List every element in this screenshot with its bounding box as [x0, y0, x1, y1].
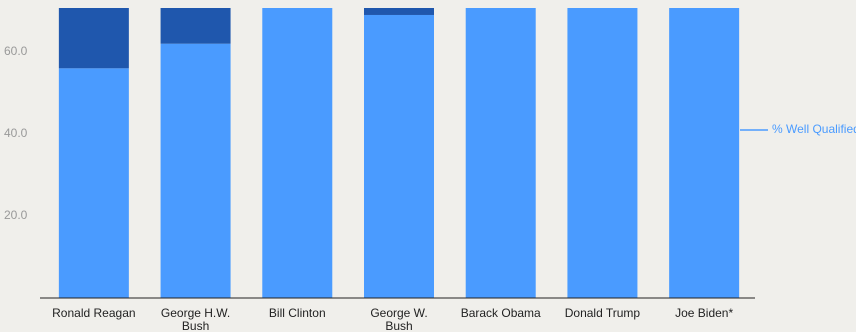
plot-area [58, 8, 740, 298]
bar-segment [262, 8, 333, 298]
bar-segment [58, 68, 129, 298]
x-tick-label: Donald Trump [565, 306, 641, 320]
legend-label: % Well Qualified [772, 122, 856, 136]
y-tick-label: 40.0 [4, 126, 28, 140]
x-tick-label: Ronald Reagan [52, 306, 135, 320]
bar-segment [364, 14, 434, 298]
bar-segment [567, 8, 638, 298]
x-tick-label: Bill Clinton [269, 306, 326, 320]
bar-segment [160, 43, 231, 298]
y-tick-label: 20.0 [4, 208, 28, 222]
x-tick-label: George H.W. Bush [161, 306, 230, 332]
x-tick-label: George W. Bush [370, 306, 427, 332]
bar-segment [465, 8, 536, 298]
bar-segment [160, 8, 231, 44]
bar-segment [364, 8, 434, 15]
bar-segment [669, 8, 740, 298]
y-tick-label: 60.0 [4, 44, 28, 58]
x-tick-label: Barack Obama [461, 306, 541, 320]
x-tick-label: Joe Biden* [675, 306, 733, 320]
bar-segment [58, 8, 129, 69]
